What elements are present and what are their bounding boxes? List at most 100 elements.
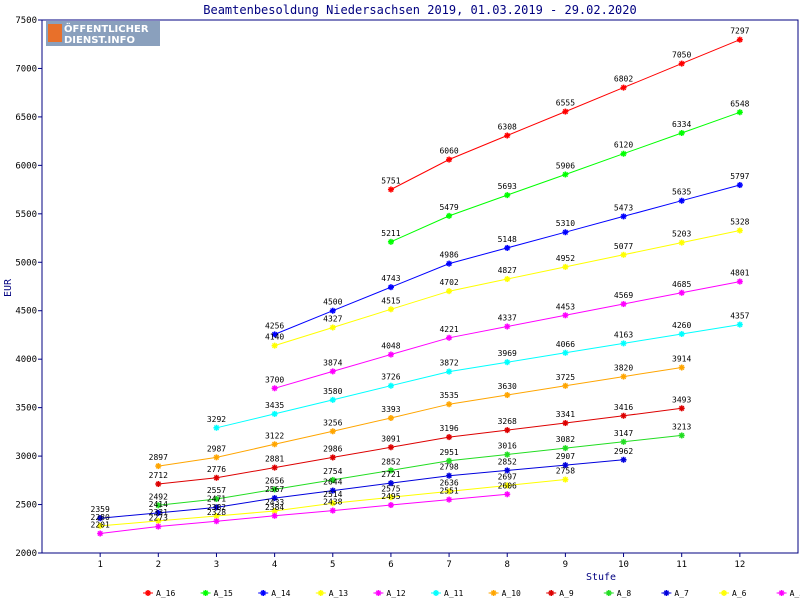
y-tick-label: 5500	[15, 210, 37, 220]
data-label: 3196	[439, 424, 458, 433]
data-point	[778, 590, 785, 596]
data-point	[736, 182, 743, 189]
data-label: 7050	[672, 51, 691, 60]
legend-item: A_13	[315, 589, 348, 598]
data-point	[678, 129, 685, 136]
legend-item: A_15	[200, 589, 233, 598]
data-label: 5473	[614, 203, 633, 212]
data-point	[271, 495, 278, 502]
data-point	[446, 457, 453, 464]
x-axis-label: Stufe	[586, 572, 616, 583]
x-tick-label: 10	[618, 560, 629, 570]
data-label: 2776	[207, 465, 226, 474]
data-label: 4986	[439, 251, 458, 260]
data-point	[271, 331, 278, 338]
series-line-a-9	[158, 407, 682, 485]
data-label: 6120	[614, 141, 633, 150]
data-label: 3016	[498, 442, 517, 451]
data-point	[504, 451, 511, 458]
data-label: 3091	[381, 434, 400, 443]
x-tick-label: 2	[156, 560, 161, 570]
data-point	[446, 288, 453, 295]
data-label: 4827	[498, 266, 517, 275]
data-label: 5310	[556, 219, 575, 228]
data-point	[387, 284, 394, 291]
data-label: 2273	[149, 514, 168, 523]
data-point	[387, 186, 394, 193]
data-point	[620, 456, 627, 463]
data-label: 5211	[381, 229, 400, 238]
data-point	[387, 306, 394, 313]
y-tick-label: 6000	[15, 161, 37, 171]
data-point	[387, 494, 394, 501]
data-point	[504, 482, 511, 489]
data-label: 3213	[672, 422, 691, 431]
logo: ÖFFENTLICHER DIENST.INFO	[46, 21, 160, 46]
data-point	[663, 590, 670, 596]
y-tick-label: 7000	[15, 64, 37, 74]
data-label: 2201	[91, 521, 110, 530]
data-point	[446, 156, 453, 163]
data-label: 3122	[265, 431, 284, 440]
data-label: 3700	[265, 375, 284, 384]
legend-label: A_8	[617, 589, 632, 598]
data-point	[504, 132, 511, 139]
data-label: 2897	[149, 453, 168, 462]
data-point	[387, 351, 394, 358]
data-point	[620, 412, 627, 419]
legend-item: A_5	[776, 589, 800, 598]
data-point	[387, 444, 394, 451]
x-tick-label: 3	[214, 560, 219, 570]
data-point	[202, 590, 209, 596]
data-point	[562, 312, 569, 319]
data-point	[213, 496, 220, 503]
data-point	[562, 108, 569, 115]
y-tick-label: 6500	[15, 113, 37, 123]
data-point	[271, 486, 278, 493]
data-point	[721, 590, 727, 596]
data-label: 2438	[323, 498, 342, 507]
data-point	[620, 373, 627, 380]
legend-label: A_16	[156, 589, 175, 598]
data-label: 2495	[381, 492, 400, 501]
data-label: 2471	[207, 494, 226, 503]
data-label: 5635	[672, 188, 691, 197]
data-point	[620, 84, 627, 91]
data-label: 3914	[672, 355, 691, 364]
data-point	[213, 512, 220, 519]
data-point	[446, 368, 453, 375]
data-label: 6060	[439, 147, 458, 156]
data-label: 6802	[614, 75, 633, 84]
data-point	[155, 523, 162, 530]
data-point	[504, 359, 511, 366]
y-tick-label: 4000	[15, 355, 37, 365]
data-point	[504, 427, 511, 434]
data-label: 2492	[149, 492, 168, 501]
data-point	[504, 467, 511, 474]
data-point	[329, 324, 336, 331]
data-point	[446, 488, 453, 495]
data-point	[260, 590, 267, 596]
data-label: 3535	[439, 391, 458, 400]
data-point	[446, 472, 453, 479]
legend-item: A_8	[603, 589, 632, 598]
data-point	[97, 530, 104, 537]
data-label: 3969	[498, 349, 517, 358]
data-point	[329, 368, 336, 375]
data-label: 2712	[149, 471, 168, 480]
data-label: 2758	[556, 467, 575, 476]
data-point	[562, 476, 569, 483]
data-point	[562, 263, 569, 270]
data-label: 2798	[439, 463, 458, 472]
data-point	[97, 522, 104, 529]
data-label: 3435	[265, 401, 284, 410]
data-point	[678, 364, 685, 371]
data-point	[271, 410, 278, 417]
data-label: 4801	[730, 269, 749, 278]
x-tick-label: 11	[676, 560, 687, 570]
data-point	[562, 420, 569, 427]
data-label: 5077	[614, 242, 633, 251]
data-label: 2986	[323, 444, 342, 453]
data-label: 2382	[207, 503, 226, 512]
